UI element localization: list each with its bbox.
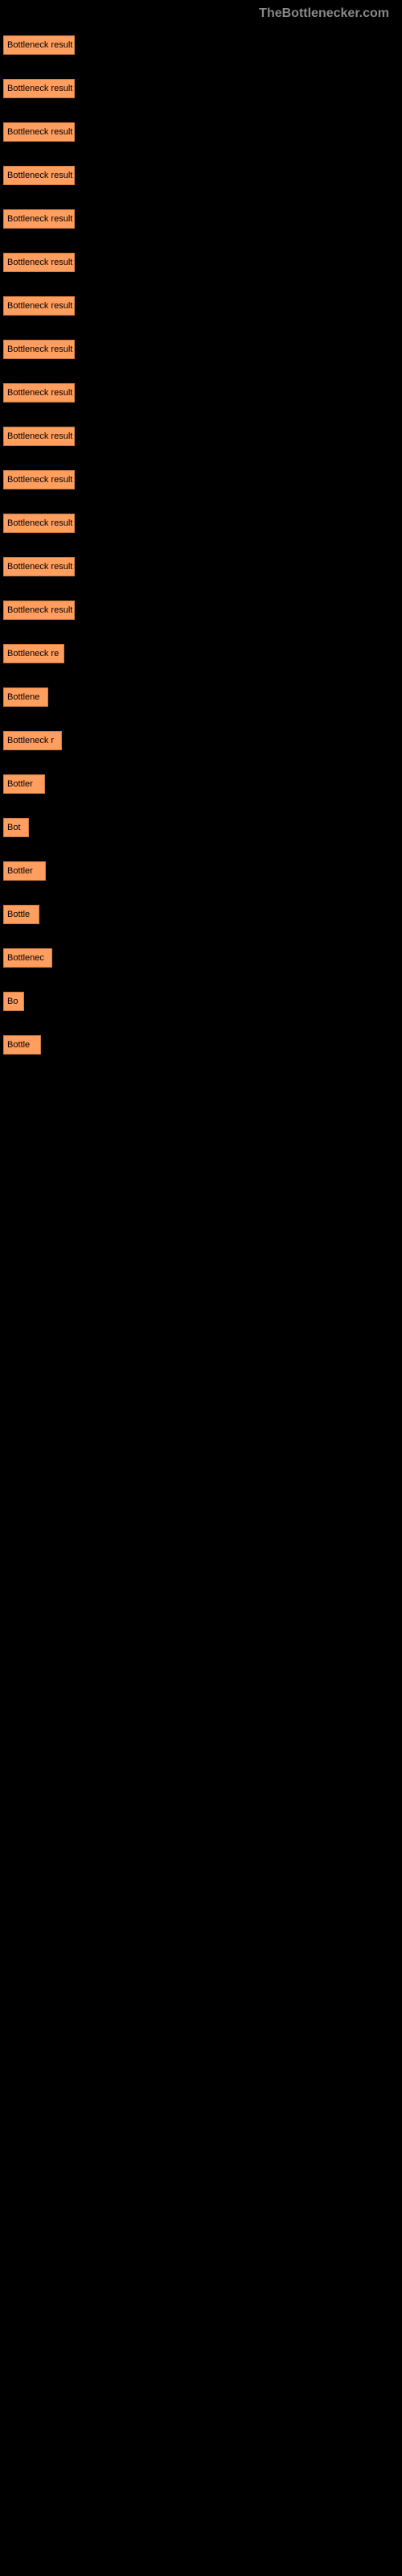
- bar-row: Bottleneck result: [3, 601, 399, 620]
- bottleneck-bar: Bottler: [3, 774, 45, 794]
- bottleneck-bar: Bo: [3, 992, 24, 1011]
- bar-row: Bottle: [3, 1035, 399, 1055]
- bar-row: Bottler: [3, 861, 399, 881]
- bottleneck-bar: Bottle: [3, 905, 39, 924]
- bottleneck-bar: Bottleneck result: [3, 601, 75, 620]
- bar-row: Bottler: [3, 774, 399, 794]
- bottleneck-bar: Bottleneck result: [3, 79, 75, 98]
- bar-row: Bottleneck result: [3, 35, 399, 55]
- bottleneck-bar: Bottlene: [3, 687, 48, 707]
- bar-row: Bottleneck result: [3, 470, 399, 489]
- bar-row: Bottlene: [3, 687, 399, 707]
- bar-row: Bottleneck result: [3, 427, 399, 446]
- bar-row: Bottleneck result: [3, 209, 399, 229]
- bottleneck-bar: Bottle: [3, 1035, 41, 1055]
- site-title: TheBottlenecker.com: [259, 6, 389, 20]
- bottleneck-bar: Bottleneck result: [3, 383, 75, 402]
- bar-row: Bottleneck result: [3, 122, 399, 142]
- bar-row: Bottle: [3, 905, 399, 924]
- bottleneck-bar: Bottleneck result: [3, 470, 75, 489]
- bottleneck-bar: Bottleneck result: [3, 557, 75, 576]
- bottleneck-bar: Bottleneck result: [3, 253, 75, 272]
- bar-row: Bottleneck result: [3, 340, 399, 359]
- header: TheBottlenecker.com: [0, 0, 402, 27]
- bar-row: Bottleneck result: [3, 383, 399, 402]
- bottleneck-bar: Bottleneck result: [3, 296, 75, 316]
- bar-row: Bottleneck result: [3, 514, 399, 533]
- bottleneck-bar: Bottler: [3, 861, 46, 881]
- bar-row: Bottleneck result: [3, 253, 399, 272]
- bottleneck-bar: Bottleneck result: [3, 35, 75, 55]
- bar-row: Bottlenec: [3, 948, 399, 968]
- bottleneck-bar: Bottleneck re: [3, 644, 64, 663]
- bottleneck-bar: Bottleneck result: [3, 166, 75, 185]
- bottleneck-bar: Bottleneck result: [3, 209, 75, 229]
- bar-row: Bottleneck result: [3, 557, 399, 576]
- bar-row: Bot: [3, 818, 399, 837]
- bar-row: Bottleneck r: [3, 731, 399, 750]
- bar-row: Bottleneck result: [3, 296, 399, 316]
- bottleneck-bar: Bot: [3, 818, 29, 837]
- bottleneck-bar: Bottleneck r: [3, 731, 62, 750]
- bottleneck-bar: Bottleneck result: [3, 340, 75, 359]
- bottleneck-bar: Bottleneck result: [3, 427, 75, 446]
- bar-row: Bottleneck result: [3, 166, 399, 185]
- bottleneck-bar: Bottleneck result: [3, 514, 75, 533]
- bar-row: Bottleneck result: [3, 79, 399, 98]
- bar-row: Bo: [3, 992, 399, 1011]
- bottleneck-bar: Bottlenec: [3, 948, 52, 968]
- chart-container: Bottleneck result Bottleneck result Bottle…: [0, 27, 402, 1087]
- bar-row: Bottleneck re: [3, 644, 399, 663]
- bottleneck-bar: Bottleneck result: [3, 122, 75, 142]
